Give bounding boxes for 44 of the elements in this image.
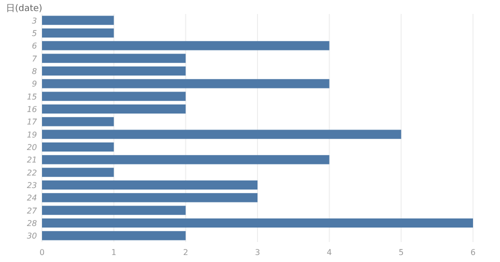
bar [42, 117, 114, 126]
x-tick-label: 6 [470, 248, 476, 257]
y-tick-label: 22 [26, 168, 37, 178]
bar [42, 79, 330, 88]
bar [42, 231, 186, 240]
x-tick-label: 0 [39, 248, 45, 257]
bar [42, 66, 186, 76]
y-tick-label: 6 [32, 42, 37, 51]
bar [42, 193, 258, 202]
y-tick-label: 5 [32, 29, 37, 38]
x-tick-label: 5 [398, 248, 404, 257]
y-tick-label: 3 [32, 16, 37, 26]
y-tick-label: 24 [26, 194, 37, 203]
y-tick-label: 23 [26, 181, 37, 190]
y-tick-label: 17 [26, 118, 38, 127]
y-tick-label: 28 [26, 219, 37, 228]
x-tick-label: 1 [111, 248, 116, 257]
y-tick-label: 8 [32, 67, 37, 76]
bar [42, 142, 114, 152]
bar [42, 41, 330, 50]
y-tick-label: 16 [26, 105, 37, 114]
bar [42, 218, 473, 228]
bar [42, 28, 114, 38]
y-tick-label: 30 [26, 232, 37, 241]
bar [42, 16, 114, 25]
y-tick-label: 20 [26, 143, 37, 152]
y-tick-label: 9 [32, 80, 37, 89]
y-tick-label: 27 [26, 206, 38, 216]
y-tick-label: 19 [26, 130, 37, 140]
x-tick-label: 4 [326, 248, 332, 257]
bar [42, 92, 186, 101]
y-tick-label: 15 [26, 92, 37, 102]
bar [42, 104, 186, 114]
bar [42, 54, 186, 63]
bar [42, 206, 186, 215]
x-tick-label: 2 [183, 248, 188, 257]
bar [42, 168, 114, 177]
bar [42, 130, 402, 139]
chart-title: 日(date) [6, 4, 42, 14]
y-tick-label: 21 [26, 156, 37, 165]
bar [42, 155, 330, 164]
x-tick-label: 3 [254, 248, 260, 257]
y-tick-label: 7 [32, 54, 38, 64]
bar [42, 180, 258, 190]
